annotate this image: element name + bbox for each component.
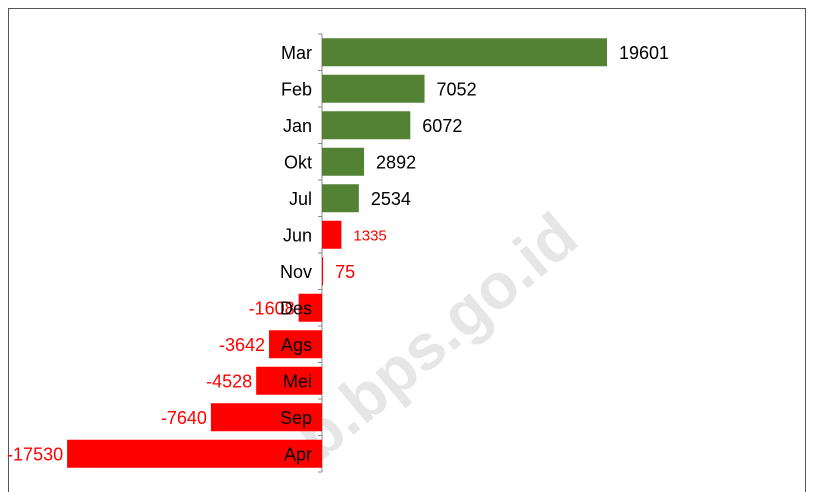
- value-label: -17530: [7, 445, 63, 465]
- bar: [322, 74, 425, 103]
- category-label: Nov: [280, 262, 312, 282]
- value-label: -3642: [219, 335, 265, 355]
- value-label: 1335: [353, 228, 386, 245]
- bar: [322, 38, 607, 67]
- value-label: 19601: [619, 43, 669, 63]
- bar: [322, 220, 342, 249]
- bar: [322, 111, 411, 140]
- bar: [322, 257, 324, 286]
- category-label: Feb: [281, 80, 312, 100]
- category-label: Mei: [283, 372, 312, 392]
- category-label: Des: [280, 299, 312, 319]
- bar: [298, 293, 322, 322]
- value-label: -1608: [249, 299, 295, 319]
- value-label: 7052: [437, 80, 477, 100]
- category-label: Okt: [284, 153, 312, 173]
- bar: [322, 184, 359, 213]
- value-label: 2534: [371, 189, 411, 209]
- value-label: 2892: [376, 153, 416, 173]
- bar: [210, 403, 322, 432]
- value-label: -7640: [161, 408, 207, 428]
- category-label: Jul: [289, 189, 312, 209]
- bar: [67, 439, 323, 468]
- bar: [322, 147, 365, 176]
- category-label: Ags: [281, 335, 312, 355]
- category-label: Mar: [281, 43, 312, 63]
- category-label: Jun: [283, 226, 312, 246]
- value-label: 6072: [422, 116, 462, 136]
- category-label: Sep: [280, 408, 312, 428]
- bar: [269, 330, 322, 359]
- category-label: Apr: [284, 445, 312, 465]
- category-label: Jan: [283, 116, 312, 136]
- value-label: -4528: [206, 372, 252, 392]
- value-label: 75: [335, 262, 355, 282]
- bar: [256, 366, 322, 395]
